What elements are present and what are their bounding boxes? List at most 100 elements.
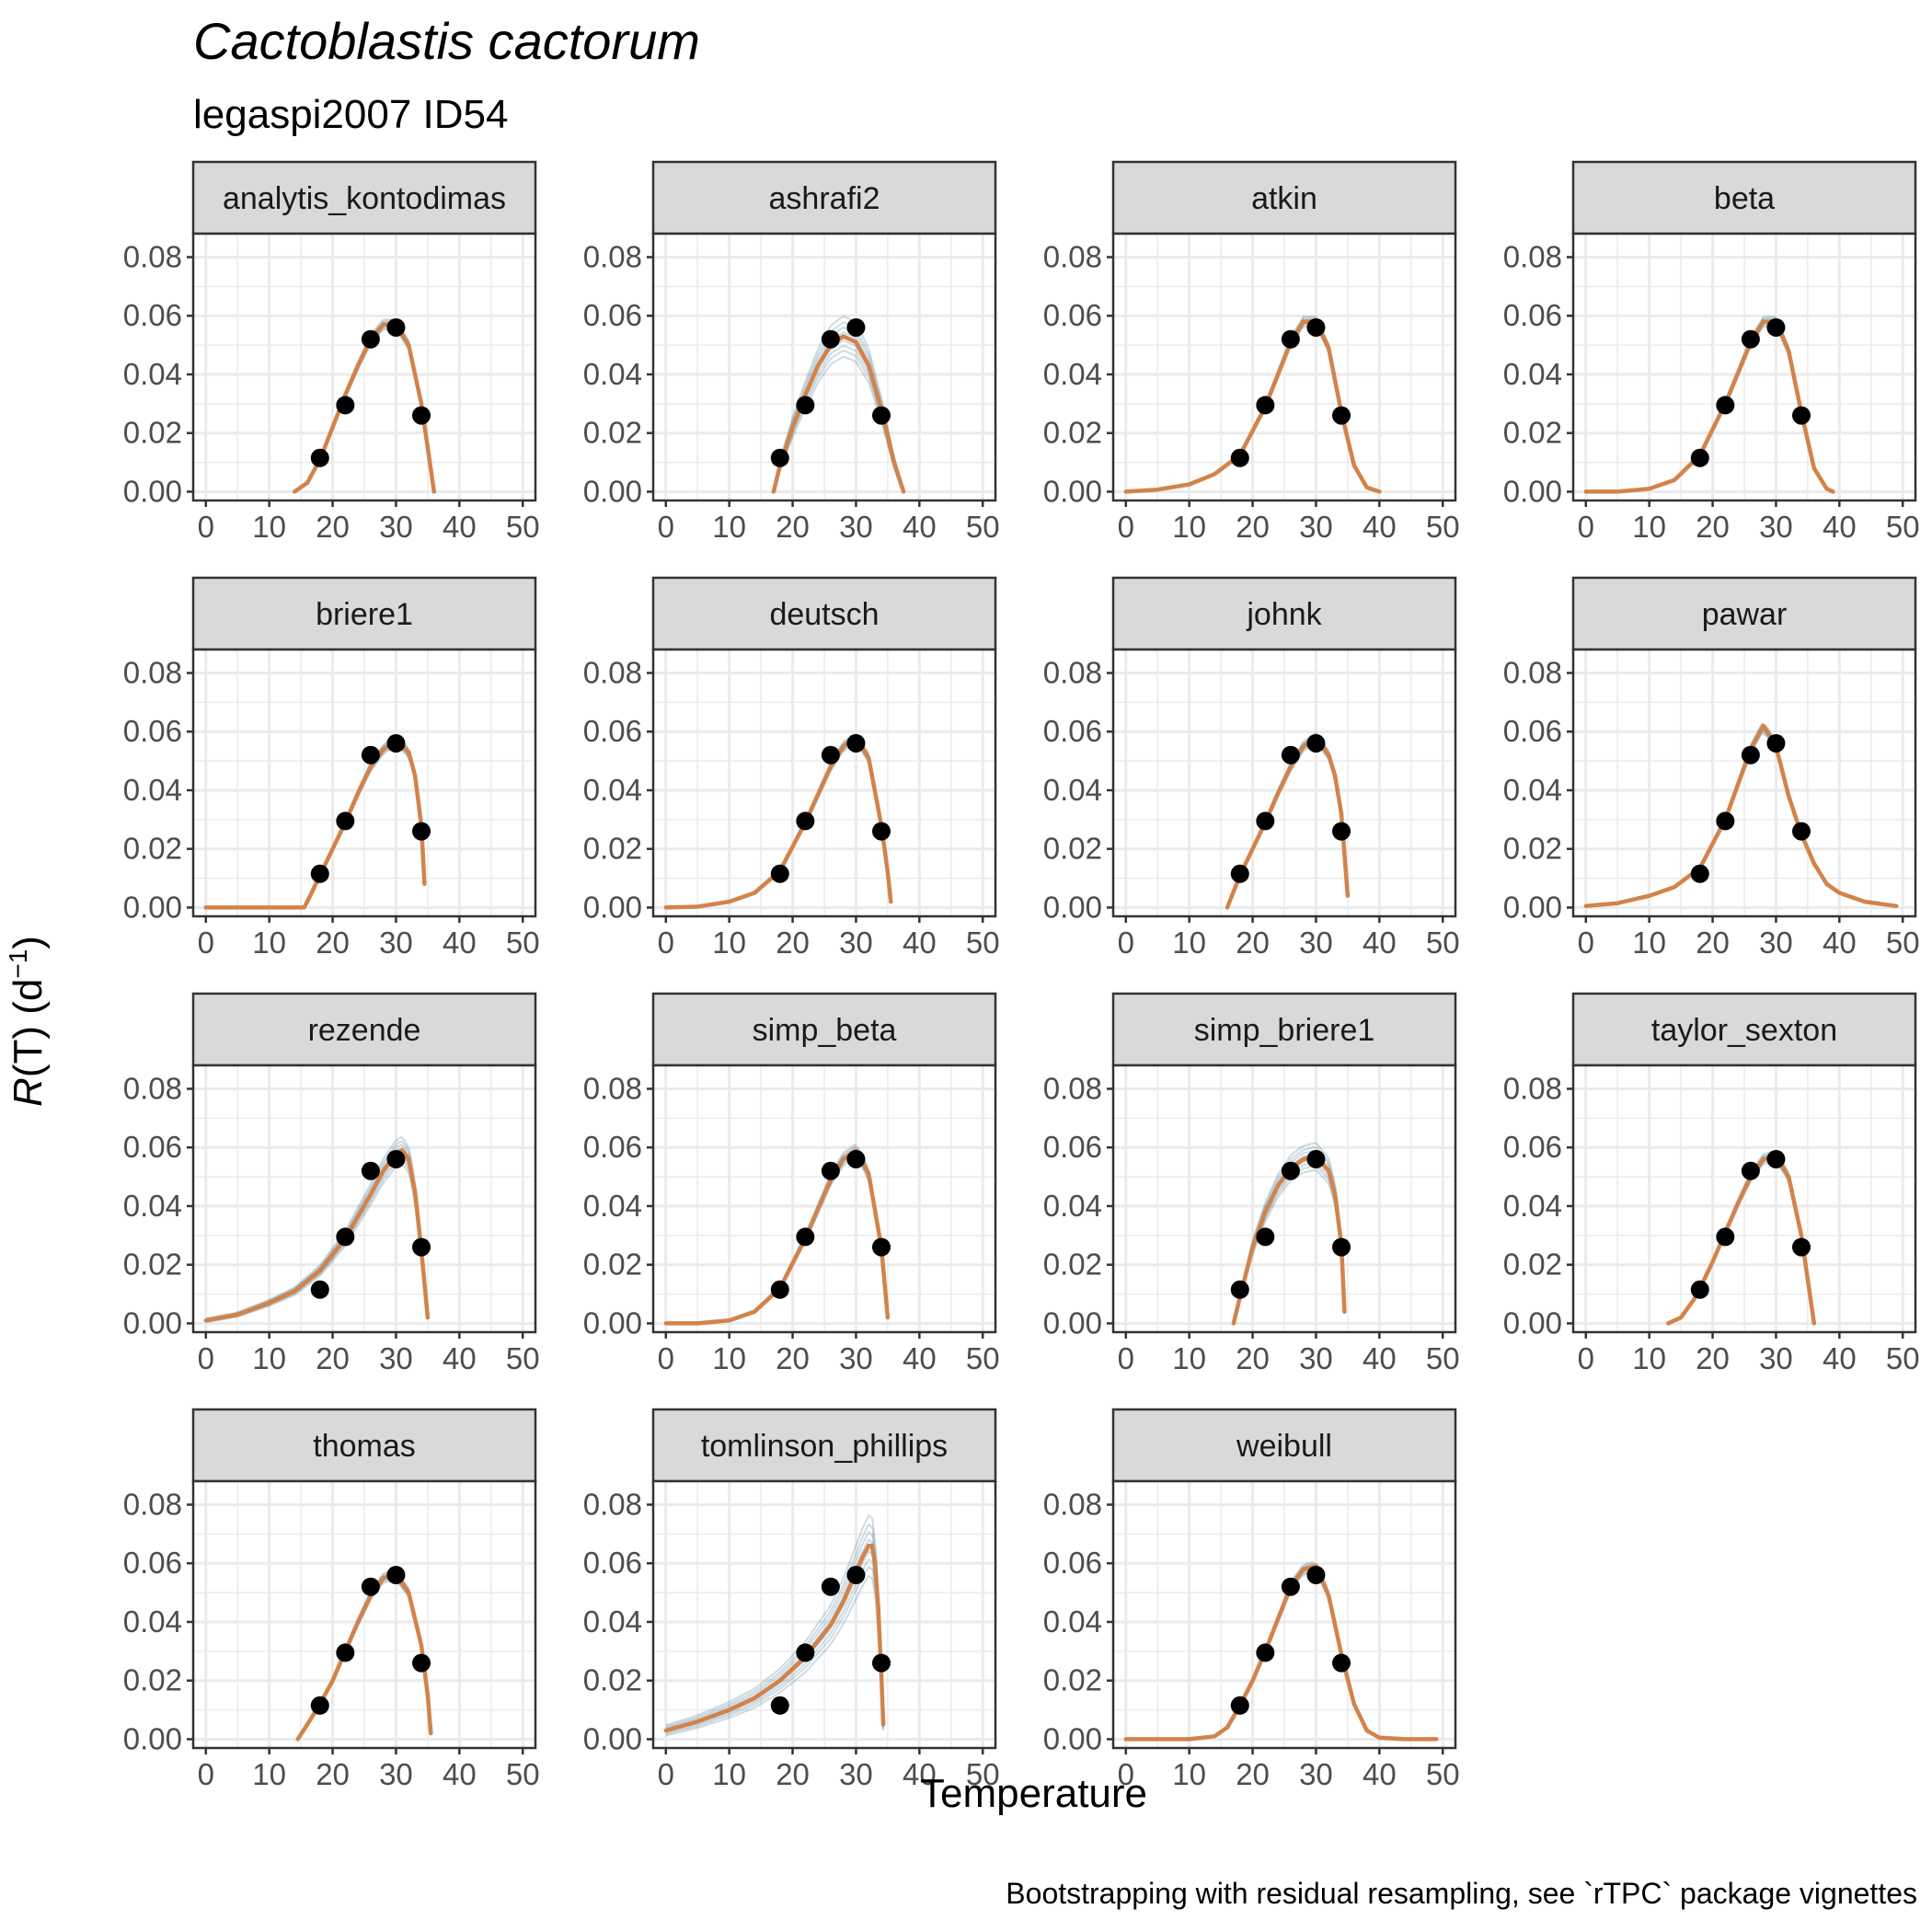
- data-point: [412, 822, 431, 841]
- x-tick-label: 20: [776, 926, 810, 960]
- data-point: [1281, 1577, 1300, 1596]
- strip-background: [191, 1408, 537, 1483]
- y-tick-label: 0.08: [583, 655, 642, 689]
- data-point: [821, 1577, 840, 1596]
- data-point: [1306, 317, 1326, 337]
- y-tick-label: 0.06: [583, 714, 642, 748]
- strip-label: deutsch: [769, 597, 879, 632]
- x-tick-label: 10: [1172, 926, 1206, 960]
- x-tick-label: 50: [966, 1341, 1000, 1375]
- x-tick-label: 30: [1759, 926, 1793, 960]
- strip-background: [651, 576, 997, 651]
- x-tick-label: 0: [1118, 1757, 1134, 1791]
- y-tick-label: 0.04: [123, 1189, 182, 1223]
- x-tick-label: 10: [1632, 1341, 1666, 1375]
- y-tick-label: 0.02: [1503, 1248, 1562, 1282]
- x-tick-label: 50: [1886, 926, 1920, 960]
- x-tick-label: 30: [1759, 1341, 1793, 1375]
- panel-border: [651, 232, 997, 502]
- panel-border: [651, 1479, 997, 1750]
- x-tick-label: 10: [1172, 1341, 1206, 1375]
- data-point: [1281, 745, 1300, 765]
- y-tick-label: 0.00: [583, 1721, 642, 1755]
- bootstrap-curve: [772, 315, 905, 489]
- data-point: [872, 1237, 891, 1257]
- x-tick-label: 50: [506, 1341, 540, 1375]
- data-point: [1766, 317, 1786, 337]
- y-tick-label: 0.04: [1043, 1604, 1102, 1639]
- strip-background: [1111, 1408, 1457, 1483]
- y-tick-label: 0.04: [1503, 773, 1562, 807]
- chart-title: Cactoblastis cactorum: [193, 12, 700, 70]
- y-tick-label: 0.02: [1043, 832, 1102, 866]
- y-tick-label: 0.04: [1043, 357, 1102, 391]
- panel-taylor_sexton: taylor_sexton 0.00 0.02 0.04 0.06 0.08 0 10 20 30…: [1503, 992, 1920, 1375]
- data-point: [872, 1653, 891, 1673]
- data-point: [336, 396, 355, 415]
- x-tick-label: 20: [316, 926, 350, 960]
- x-tick-label: 0: [658, 1757, 674, 1791]
- x-tick-label: 30: [379, 926, 413, 960]
- x-tick-label: 30: [1299, 926, 1333, 960]
- data-point: [1256, 396, 1275, 415]
- y-tick-label: 0.00: [1503, 474, 1562, 508]
- x-tick-label: 30: [1759, 510, 1793, 544]
- x-axis-title: Temperature: [920, 1771, 1148, 1816]
- x-tick-label: 10: [712, 1757, 746, 1791]
- y-axis-title-italic: R: [5, 1077, 51, 1107]
- x-tick-label: 30: [1299, 1341, 1333, 1375]
- panel-border: [1111, 1479, 1457, 1750]
- y-tick-label: 0.04: [123, 773, 182, 807]
- y-tick-label: 0.04: [123, 357, 182, 391]
- x-tick-label: 20: [1696, 926, 1730, 960]
- panel-border: [1111, 232, 1457, 502]
- x-tick-label: 50: [506, 510, 540, 544]
- strip-background: [651, 160, 997, 236]
- data-point: [336, 1643, 355, 1662]
- y-tick-label: 0.04: [583, 1604, 642, 1639]
- data-point: [1332, 1237, 1351, 1257]
- data-point: [1230, 448, 1249, 467]
- data-point: [310, 1696, 329, 1715]
- panel-weibull: weibull 0.00 0.02 0.04 0.06 0.08 0 10 20 30 40 50: [1043, 1408, 1460, 1791]
- panel-briere1: briere1 0.00 0.02 0.04 0.06 0.08 0 10 20 30 40 50: [123, 576, 540, 960]
- fitted-curve: [663, 1543, 886, 1733]
- panel-atkin: atkin 0.00 0.02 0.04 0.06 0.08 0 10 20 30 40 50: [1043, 160, 1460, 544]
- strip-background: [1111, 992, 1457, 1067]
- y-tick-label: 0.04: [123, 1604, 182, 1639]
- x-tick-label: 50: [1426, 1757, 1460, 1791]
- y-tick-label: 0.08: [123, 655, 182, 689]
- strip-label: analytis_kontodimas: [223, 181, 506, 216]
- data-point: [1741, 329, 1760, 349]
- y-tick-label: 0.04: [583, 773, 642, 807]
- x-tick-label: 0: [658, 510, 674, 544]
- x-tick-label: 40: [903, 1757, 937, 1791]
- x-tick-label: 10: [1632, 926, 1666, 960]
- panel-border: [1571, 648, 1917, 918]
- panel-beta: beta 0.00 0.02 0.04 0.06 0.08 0 10 20 30 40 50: [1503, 160, 1920, 544]
- fitted-curve: [203, 1148, 431, 1323]
- y-tick-label: 0.06: [123, 298, 182, 332]
- x-tick-label: 40: [903, 1341, 937, 1375]
- y-tick-label: 0.00: [583, 474, 642, 508]
- x-tick-label: 40: [903, 510, 937, 544]
- data-point: [361, 745, 380, 765]
- y-tick-label: 0.04: [1043, 1189, 1102, 1223]
- x-tick-label: 40: [1823, 510, 1857, 544]
- panel-tomlinson_phillips: tomlinson_phillips 0.00 0.02 0.04 0.06 0.08 0 1…: [583, 1408, 1000, 1791]
- panel-simp_beta: simp_beta 0.00 0.02 0.04 0.06 0.08 0 10 20 30 40 50: [583, 992, 1000, 1375]
- data-point: [872, 406, 891, 425]
- panel-border: [651, 648, 997, 918]
- x-tick-label: 10: [1172, 1757, 1206, 1791]
- x-tick-label: 20: [1236, 926, 1270, 960]
- data-point: [1792, 1237, 1811, 1257]
- data-point: [846, 1565, 866, 1584]
- y-tick-label: 0.00: [1503, 890, 1562, 924]
- data-point: [310, 1280, 329, 1299]
- strip-background: [1571, 992, 1917, 1067]
- chart-subtitle: legaspi2007 ID54: [193, 92, 509, 137]
- y-tick-label: 0.08: [1043, 1487, 1102, 1521]
- data-point: [872, 822, 891, 841]
- data-point: [386, 317, 406, 337]
- data-point: [386, 1565, 406, 1584]
